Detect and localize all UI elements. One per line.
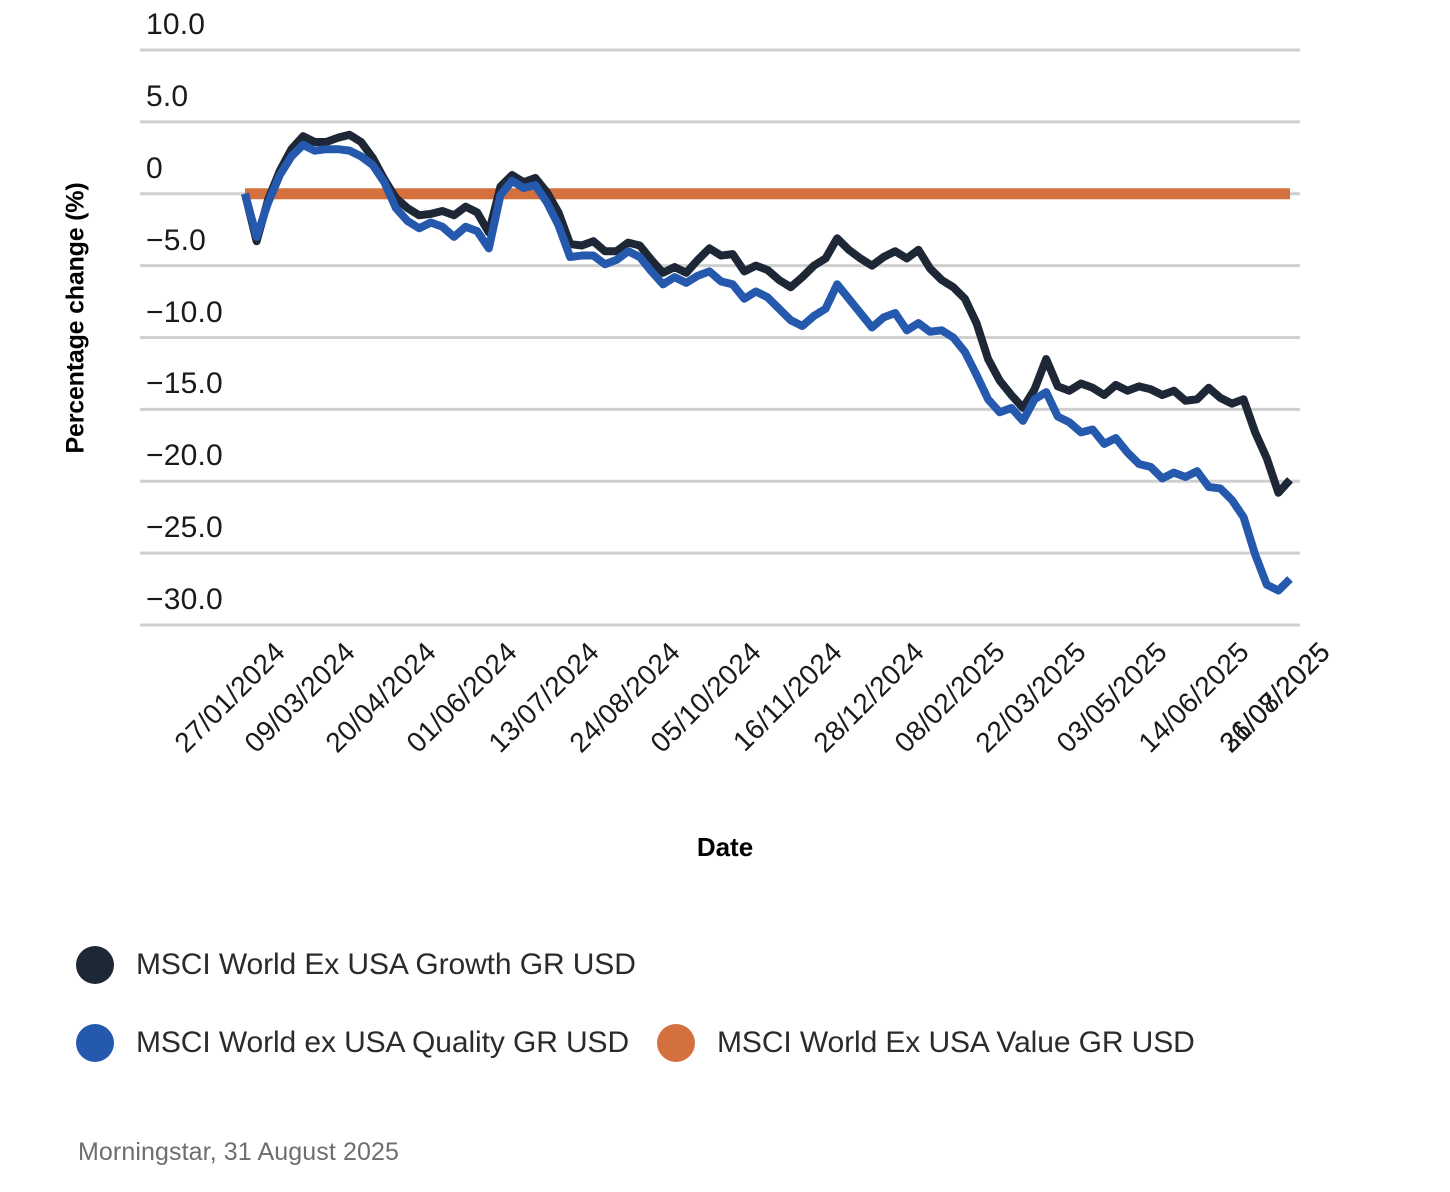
y-tick-label: 0 [146,151,163,185]
chart-legend: MSCI World Ex USA Growth GR USD MSCI Worl… [76,926,1396,1082]
series-line [241,140,1293,595]
y-tick-label: −5.0 [146,223,207,257]
legend-row: MSCI World Ex USA Growth GR USD [76,926,1396,1004]
x-axis-tick-labels: 27/01/2024 09/03/2024 20/04/2024 01/06/2024… [0,636,1450,836]
y-tick-label: −30.0 [146,583,223,616]
legend-item[interactable]: MSCI World ex USA Quality GR USD [76,1024,629,1062]
legend-label: MSCI World Ex USA Growth GR USD [136,948,636,981]
legend-color-dot-icon [76,946,114,984]
y-tick-label: 5.0 [146,79,189,113]
legend-row: MSCI World ex USA Quality GR USD MSCI Wor… [76,1004,1396,1082]
line-chart-canvas [140,48,1300,627]
source-note: Morningstar, 31 August 2025 [78,1138,399,1166]
legend-item[interactable]: MSCI World Ex USA Value GR USD [657,1024,1195,1062]
y-axis-title: Percentage change (%) [61,182,90,454]
y-tick-label: −20.0 [146,439,223,473]
y-tick-label: −10.0 [146,295,223,329]
y-tick-label: 10.0 [146,8,206,41]
legend-color-dot-icon [76,1024,114,1062]
y-tick-label: −15.0 [146,367,223,401]
y-tick-label: −25.0 [146,511,223,545]
series-line [241,130,1293,497]
legend-item[interactable]: MSCI World Ex USA Growth GR USD [76,946,636,984]
plot-area [140,48,1300,627]
legend-label: MSCI World Ex USA Value GR USD [717,1026,1195,1059]
legend-color-dot-icon [657,1024,696,1062]
x-axis-title: Date [696,832,754,862]
legend-label: MSCI World ex USA Quality GR USD [136,1026,630,1059]
